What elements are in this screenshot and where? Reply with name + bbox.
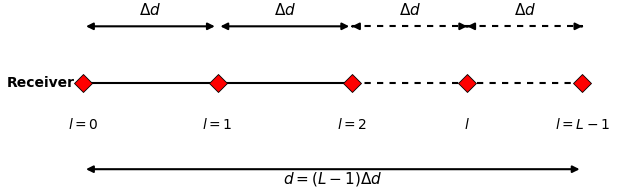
Text: $\Delta d$: $\Delta d$ (274, 2, 296, 18)
Text: $l$: $l$ (464, 117, 470, 132)
Text: $l=2$: $l=2$ (337, 117, 367, 132)
Text: $\Delta d$: $\Delta d$ (140, 2, 161, 18)
Text: $d = (L-1)\Delta d$: $d = (L-1)\Delta d$ (283, 170, 383, 188)
Text: $\Delta d$: $\Delta d$ (514, 2, 536, 18)
Text: $l=0$: $l=0$ (68, 117, 99, 132)
Text: $l=1$: $l=1$ (202, 117, 233, 132)
Text: $\Delta d$: $\Delta d$ (399, 2, 420, 18)
Text: $l=L-1$: $l=L-1$ (555, 117, 610, 132)
Text: Receiver: Receiver (6, 76, 74, 90)
